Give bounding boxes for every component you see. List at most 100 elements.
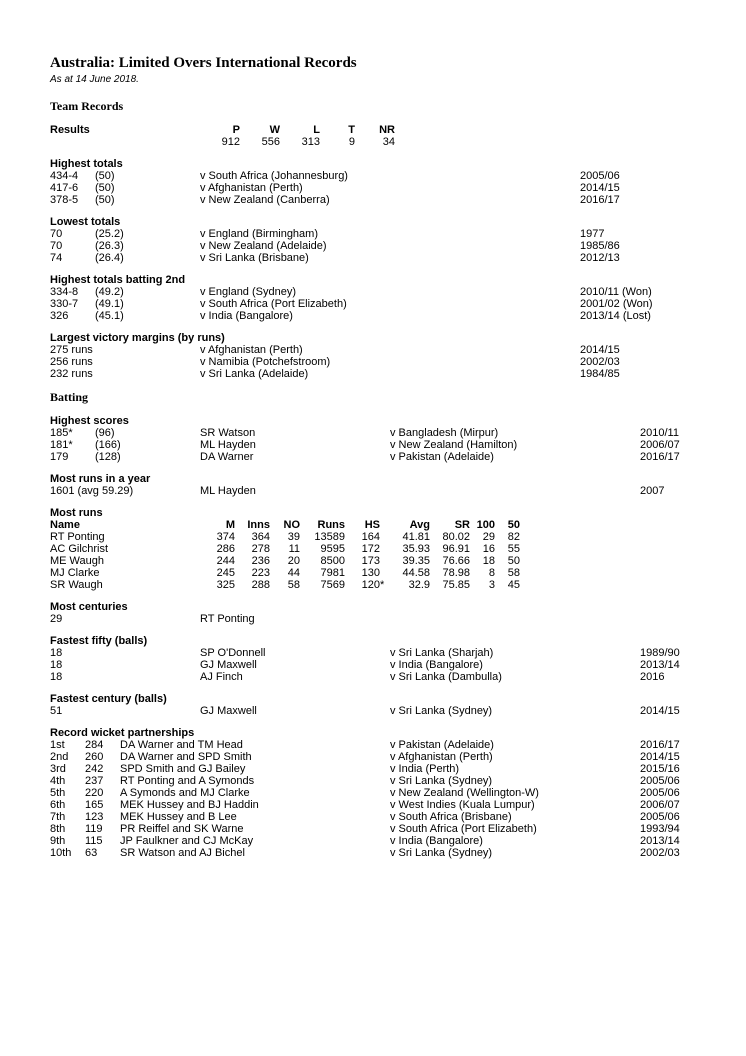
cell: AC Gilchrist: [50, 543, 200, 555]
players: PR Reiffel and SK Warne: [120, 823, 390, 835]
table-row: 51GJ Maxwellv Sri Lanka (Sydney)2014/15: [50, 705, 690, 717]
table-row: 330-7(49.1)v South Africa (Port Elizabet…: [50, 298, 653, 310]
runs: 237: [85, 775, 120, 787]
player: DA Warner: [200, 451, 390, 463]
most-runs-year-label: Most runs in a year: [50, 473, 696, 485]
opponent: v India (Bangalore): [200, 310, 580, 322]
highest-2nd-table: 334-8(49.2)v England (Sydney)2010/11 (Wo…: [50, 286, 653, 322]
season: 2012/13: [580, 252, 620, 264]
mry-player: ML Hayden: [200, 485, 640, 497]
table-row: 4th237RT Ponting and A Symondsv Sri Lank…: [50, 775, 690, 787]
cell: 8: [470, 567, 495, 579]
opponent: v New Zealand (Canberra): [200, 194, 580, 206]
players: DA Warner and TM Head: [120, 739, 390, 751]
table-row: 256 runsv Namibia (Potchefstroom)2002/03: [50, 356, 620, 368]
cell: 20: [270, 555, 300, 567]
cell: 374: [200, 531, 235, 543]
opponent: v Sri Lanka (Dambulla): [390, 671, 640, 683]
cell: 44: [270, 567, 300, 579]
cell: 245: [200, 567, 235, 579]
cell: 58: [495, 567, 520, 579]
opponent: v South Africa (Johannesburg): [200, 170, 580, 182]
overs: (50): [95, 170, 200, 182]
col-header: Avg: [390, 519, 430, 531]
season: 2014/15: [640, 705, 690, 717]
wicket: 7th: [50, 811, 85, 823]
cell: 44.58: [390, 567, 430, 579]
season: 2013/14: [640, 659, 690, 671]
season: 2005/06: [580, 170, 620, 182]
fastest-fifty-label: Fastest fifty (balls): [50, 635, 696, 647]
fastest-fifty-table: 18SP O'Donnellv Sri Lanka (Sharjah)1989/…: [50, 647, 690, 683]
player: GJ Maxwell: [200, 659, 390, 671]
season: 2010/11: [640, 427, 680, 439]
table-row: 1st284DA Warner and TM Headv Pakistan (A…: [50, 739, 690, 751]
opponent: v Afghanistan (Perth): [200, 182, 580, 194]
table-row: ME Waugh24423620850017339.3576.661850: [50, 555, 520, 567]
cell: 164: [345, 531, 380, 543]
score: 434-4: [50, 170, 95, 182]
cell: 18: [470, 555, 495, 567]
cell: 9595: [300, 543, 345, 555]
players: A Symonds and MJ Clarke: [120, 787, 390, 799]
wicket: 2nd: [50, 751, 85, 763]
cell: 35.93: [390, 543, 430, 555]
opponent: v Namibia (Potchefstroom): [200, 356, 580, 368]
season: 2006/07: [640, 799, 690, 811]
season: 2014/15: [640, 751, 690, 763]
most-centuries-table: 29 RT Ponting: [50, 613, 255, 625]
opponent: v India (Bangalore): [390, 659, 640, 671]
cell: 96.91: [430, 543, 470, 555]
cell: 82: [495, 531, 520, 543]
table-row: 185*(96)SR Watsonv Bangladesh (Mirpur)20…: [50, 427, 680, 439]
table-row: 70(26.3)v New Zealand (Adelaide)1985/86: [50, 240, 620, 252]
season: 2010/11 (Won): [580, 286, 653, 298]
opponent: v South Africa (Brisbane): [390, 811, 640, 823]
opponent: v India (Perth): [390, 763, 640, 775]
balls: 51: [50, 705, 200, 717]
season: 2016/17: [640, 739, 690, 751]
table-row: 5th220A Symonds and MJ Clarkev New Zeala…: [50, 787, 690, 799]
balls: (166): [95, 439, 200, 451]
balls: 18: [50, 671, 200, 683]
col-header: Runs: [300, 519, 345, 531]
table-row: 334-8(49.2)v England (Sydney)2010/11 (Wo…: [50, 286, 653, 298]
most-centuries-label: Most centuries: [50, 601, 696, 613]
results-label: Results: [50, 124, 200, 136]
season: 2016: [640, 671, 690, 683]
results-v-l: 313: [280, 136, 320, 148]
col-header: M: [200, 519, 235, 531]
players: DA Warner and SPD Smith: [120, 751, 390, 763]
season: 1977: [580, 228, 620, 240]
wicket: 6th: [50, 799, 85, 811]
opponent: v Pakistan (Adelaide): [390, 451, 640, 463]
opponent: v England (Sydney): [200, 286, 580, 298]
wicket: 9th: [50, 835, 85, 847]
col-header: HS: [345, 519, 380, 531]
season: 2014/15: [580, 182, 620, 194]
cell: 236: [235, 555, 270, 567]
cell: 7569: [300, 579, 345, 591]
overs: (25.2): [95, 228, 200, 240]
cell: [380, 543, 390, 555]
mc-player: RT Ponting: [200, 613, 255, 625]
season: 2006/07: [640, 439, 680, 451]
largest-margins-table: 275 runsv Afghanistan (Perth)2014/15256 …: [50, 344, 620, 380]
balls: (128): [95, 451, 200, 463]
col-header: [380, 519, 390, 531]
table-row: 74(26.4)v Sri Lanka (Brisbane)2012/13: [50, 252, 620, 264]
table-row: 10th63SR Watson and AJ Bichelv Sri Lanka…: [50, 847, 690, 859]
highest-2nd-label: Highest totals batting 2nd: [50, 274, 696, 286]
margin: 275 runs: [50, 344, 200, 356]
season: 2005/06: [640, 811, 690, 823]
player: ML Hayden: [200, 439, 390, 451]
cell: 173: [345, 555, 380, 567]
opponent: v Pakistan (Adelaide): [390, 739, 640, 751]
cell: 120: [345, 579, 380, 591]
players: JP Faulkner and CJ McKay: [120, 835, 390, 847]
cell: 45: [495, 579, 520, 591]
season: 2005/06: [640, 787, 690, 799]
cell: 41.81: [390, 531, 430, 543]
cell: 75.85: [430, 579, 470, 591]
highest-totals-table: 434-4(50)v South Africa (Johannesburg)20…: [50, 170, 620, 206]
